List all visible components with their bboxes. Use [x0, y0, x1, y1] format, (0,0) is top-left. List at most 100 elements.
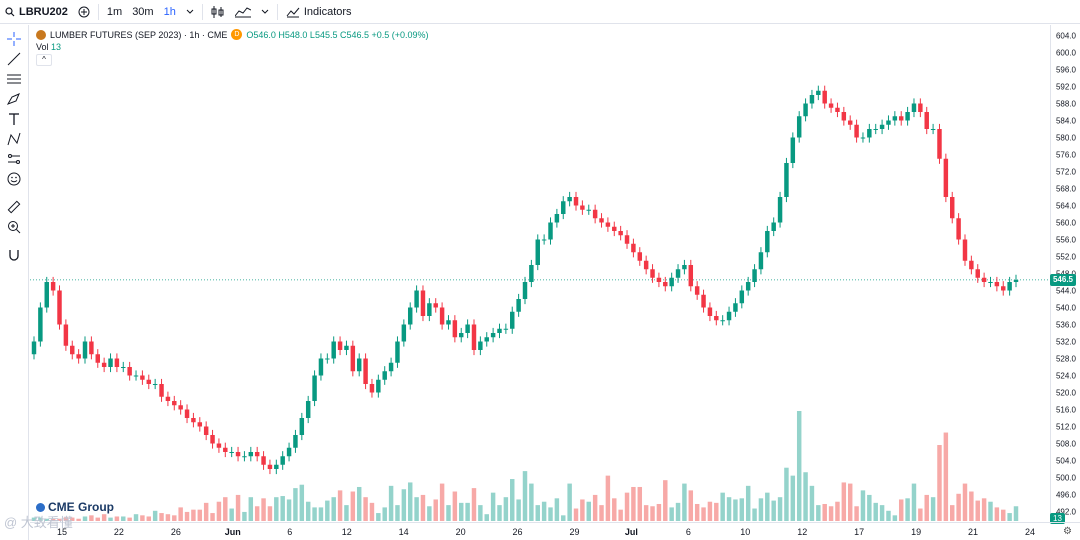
volume-bar	[733, 499, 738, 521]
time-tick-label: 12	[797, 527, 808, 537]
chart-pane[interactable]	[30, 25, 1050, 522]
candle-body	[905, 112, 910, 121]
price-tick-label: 500.0	[1055, 473, 1076, 482]
candle-body	[312, 375, 317, 401]
candle-body	[567, 197, 572, 202]
zoom-in-icon	[8, 221, 21, 234]
trendline-tool[interactable]	[4, 49, 24, 69]
crosshair-icon	[7, 32, 21, 46]
candle-body	[401, 324, 407, 342]
crosshair-tool[interactable]	[4, 29, 24, 49]
volume-bar	[146, 516, 152, 521]
ruler-tool[interactable]	[4, 197, 24, 217]
volume-bar	[784, 467, 789, 521]
candle-body	[140, 375, 145, 380]
zoom-tool[interactable]	[4, 217, 24, 237]
candle-body	[950, 197, 955, 219]
volume-bar	[892, 515, 898, 521]
candle-body	[631, 243, 636, 253]
candle-body	[465, 324, 470, 333]
gear-icon[interactable]: ⚙	[1063, 526, 1072, 537]
candle-body	[439, 307, 445, 325]
candle-body	[816, 90, 821, 95]
volume-bar	[1013, 506, 1019, 521]
volume-bar	[490, 492, 496, 521]
volume-bar	[267, 506, 273, 521]
bar-style-button[interactable]	[206, 0, 230, 24]
candle-body	[101, 362, 107, 367]
candle-body	[376, 379, 381, 393]
pattern-icon	[7, 132, 21, 146]
volume-bar	[975, 500, 980, 521]
indicators-label: Indicators	[303, 5, 352, 18]
interval-1h-button[interactable]: 1h	[163, 5, 176, 18]
volume-bar	[898, 499, 904, 521]
price-tick-label: 508.0	[1055, 439, 1076, 448]
compare-symbol-button[interactable]	[73, 0, 95, 24]
candle-body	[739, 290, 745, 304]
candle-body	[765, 231, 770, 253]
projection-tool[interactable]	[4, 149, 24, 169]
candle-body	[592, 209, 598, 219]
brush-tool[interactable]	[4, 89, 24, 109]
volume-bar	[369, 502, 375, 521]
chart-type-button[interactable]	[230, 0, 256, 24]
volume-bar	[344, 505, 349, 521]
candle-body	[248, 452, 254, 457]
interval-dropdown-button[interactable]	[181, 0, 199, 24]
volume-bar	[567, 483, 572, 521]
volume-bar	[739, 498, 745, 521]
candle-body	[573, 197, 579, 206]
candle-body	[305, 401, 311, 418]
price-tick-label: 568.0	[1055, 184, 1076, 193]
volume-bar	[216, 501, 222, 521]
volume-bar	[331, 497, 336, 521]
volume-bar	[637, 486, 643, 521]
interval-30m-button[interactable]: 30m	[132, 5, 154, 18]
time-axis[interactable]: 15 22 26 Jun 6 12 14 20 26 29 Jul 6 10 12 17 19 21 24	[30, 522, 1080, 540]
candle-body	[994, 282, 1000, 287]
candle-body	[969, 260, 974, 270]
candle-body	[382, 371, 387, 380]
price-tick-label: 600.0	[1055, 48, 1076, 57]
candle-body	[178, 405, 183, 410]
delayed-badge: D	[231, 29, 243, 40]
toolbar-divider	[201, 3, 203, 20]
candle-body	[599, 218, 604, 223]
time-tick-label: 24	[1024, 527, 1036, 537]
magnet-tool[interactable]	[4, 245, 24, 265]
volume-bar	[796, 411, 802, 521]
volume-bar	[248, 497, 254, 521]
candle-body	[643, 260, 649, 270]
volume-bar	[822, 503, 827, 521]
chart-type-dropdown[interactable]	[256, 0, 274, 24]
volume-bar	[44, 518, 49, 521]
volume-bar	[860, 490, 866, 521]
volume-bar	[229, 508, 234, 521]
candle-body	[210, 435, 215, 444]
candle-body	[847, 120, 853, 125]
time-tick-label: 26	[170, 527, 181, 537]
candle-body	[656, 277, 662, 282]
volume-bar	[101, 514, 107, 521]
volume-bar	[242, 511, 247, 521]
pattern-tool[interactable]	[4, 129, 24, 149]
candle-body	[688, 265, 694, 287]
volume-bar	[299, 484, 305, 521]
interval-1m-button[interactable]: 1m	[106, 5, 123, 18]
legend-collapse-button[interactable]: ^	[36, 54, 52, 66]
fib-tool[interactable]	[4, 69, 24, 89]
price-axis[interactable]: 604.0 600.0 596.0 592.0 588.0 584.0 580.0 576.0…	[1050, 25, 1080, 522]
emoji-tool[interactable]	[4, 169, 24, 189]
volume-bar	[873, 502, 878, 521]
text-tool[interactable]	[4, 109, 24, 129]
volume-bar	[911, 483, 917, 521]
indicators-button[interactable]: Indicators	[281, 0, 357, 24]
volume-bar	[707, 501, 713, 521]
candle-body	[414, 290, 419, 308]
candle-body	[235, 452, 241, 457]
volume-bar	[433, 499, 438, 521]
volume-bar	[127, 517, 132, 521]
candle-body	[860, 137, 866, 139]
symbol-search-button[interactable]: LBRU202	[0, 0, 73, 24]
